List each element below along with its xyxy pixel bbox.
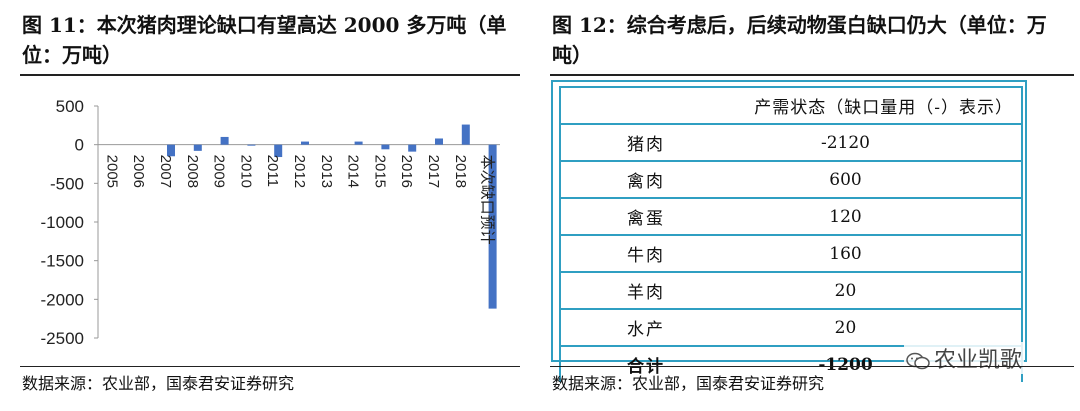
watermark: 农业凯歌 [904,342,1025,374]
x-tick-label: 2012 [291,155,308,188]
title-rule [550,74,1074,76]
figure-12-title: 图 12：综合考虑后，后续动物蛋白缺口仍大（单位：万吨） [552,13,1047,67]
bar-2008 [193,144,202,151]
bar-2018 [461,124,470,145]
row-value: 20 [730,272,1023,310]
bar-2007 [167,144,175,157]
x-tick-label: 2005 [103,155,120,188]
bar-chart: 500 0 -500 -1000 -1500 -2000 -2500 2005 2006 2007… [41,97,500,348]
table-row: 禽蛋 120 [559,198,1023,236]
total-label: 合计 [559,346,730,382]
wechat-icon [906,352,930,370]
figure-11-source: 数据来源：农业部，国泰君安证券研究 [22,374,295,393]
bar-2012 [301,141,309,145]
right-panel: 图 12：综合考虑后，后续动物蛋白缺口仍大（单位：万吨） 产需状态（缺口量用（-… [548,0,1080,411]
row-item: 禽蛋 [559,198,730,236]
title-rule [20,74,520,76]
left-panel: 图 11：本次猪肉理论缺口有望高达 2000 多万吨（单位：万吨） 500 0 -5… [0,0,530,411]
table-frame: 产需状态（缺口量用（-）表示） 猪肉 -2120 禽肉 600 禽蛋 120 牛肉 160 羊肉… [551,80,1027,382]
x-tick-label: 2009 [211,155,228,188]
x-tick-label: 2013 [318,155,335,188]
x-tick-label: 2011 [264,155,281,187]
table-row: 猪肉 -2120 [559,124,1023,162]
y-tick-label: -2500 [41,329,84,348]
y-tick-label: 500 [56,97,84,116]
x-tick-label: 2006 [130,155,147,188]
bar-2010 [247,144,256,146]
y-tick-label: -500 [50,174,84,193]
x-tick-label: 2014 [345,155,362,188]
y-tick-label: -1000 [41,213,84,232]
x-tick-label: 2008 [184,155,201,188]
bar-2016 [408,144,417,152]
bar-2014 [354,141,363,145]
y-tick-label: 0 [75,136,84,155]
row-item: 水产 [559,309,730,347]
x-tick-label: 2016 [398,155,415,188]
bar-本次缺口预计 [488,144,497,309]
row-value: 600 [730,161,1023,199]
row-item: 牛肉 [559,235,730,273]
source-rule [20,366,520,367]
x-tick-label: 2017 [425,155,442,188]
x-tick-label: 2015 [371,155,388,188]
bar-2011 [274,144,283,158]
x-tick-label: 本次缺口预计 [479,155,496,245]
table-row: 禽肉 600 [559,161,1023,199]
x-tick-label: 2010 [237,155,254,188]
row-item: 羊肉 [559,272,730,310]
row-value: -2120 [730,124,1023,162]
table-row: 牛肉 160 [559,235,1023,273]
table-header: 产需状态（缺口量用（-）表示） [559,86,1023,125]
demand-table: 产需状态（缺口量用（-）表示） 猪肉 -2120 禽肉 600 禽蛋 120 牛肉 160 羊肉… [559,86,1023,382]
table-row: 羊肉 20 [559,272,1023,310]
bar-2009 [220,136,229,145]
row-value: 120 [730,198,1023,236]
x-tick-label: 2007 [157,155,174,188]
bar-2017 [435,138,443,145]
watermark-text: 农业凯歌 [934,348,1023,373]
bar-2015 [381,144,390,150]
y-tick-label: -2000 [41,290,84,309]
figure-11-title: 图 11：本次猪肉理论缺口有望高达 2000 多万吨（单位：万吨） [22,13,507,67]
source-rule [550,366,1074,367]
y-tick-label: -1500 [41,252,84,271]
x-tick-label: 2018 [452,155,469,188]
table-row: 水产 20 [559,309,1023,347]
row-value: 20 [730,309,1023,347]
figure-12-source: 数据来源：农业部，国泰君安证券研究 [552,374,825,393]
row-item: 禽肉 [559,161,730,199]
row-item: 猪肉 [559,124,730,162]
row-value: 160 [730,235,1023,273]
